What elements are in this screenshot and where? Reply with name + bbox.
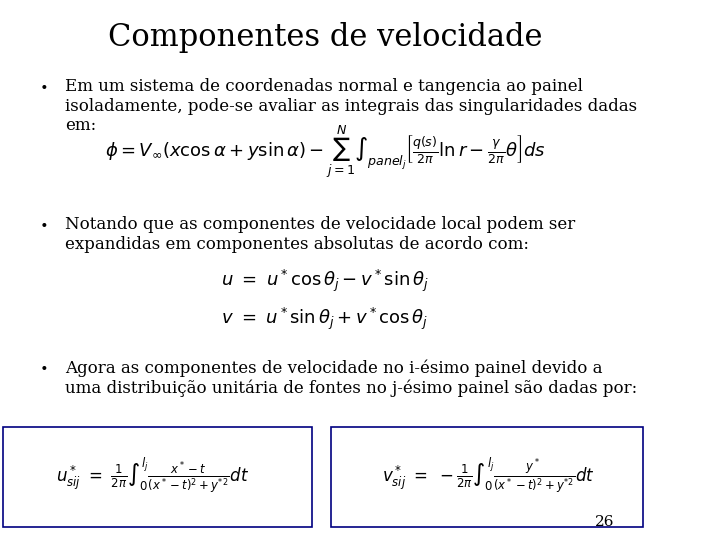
FancyBboxPatch shape [331,427,644,526]
Text: $v \ = \ u^*\sin\theta_j + v^*\cos\theta_j$: $v \ = \ u^*\sin\theta_j + v^*\cos\theta… [222,306,428,332]
Text: $\phi = V_{\infty}(x\cos\alpha + y\sin\alpha) - \sum_{j=1}^{N}\int_{panel_j}\lef: $\phi = V_{\infty}(x\cos\alpha + y\sin\a… [104,123,545,180]
Text: $v^*_{sij} \ = \ -\frac{1}{2\pi}\int_0^{l_j}\frac{y^*}{(x^*-t)^2+y^{*2}}dt$: $v^*_{sij} \ = \ -\frac{1}{2\pi}\int_0^{… [382,456,595,496]
Text: $\bullet$: $\bullet$ [39,359,48,373]
Text: Componentes de velocidade: Componentes de velocidade [108,22,542,52]
Text: $u^*_{sij} \ = \ \frac{1}{2\pi}\int_0^{l_j}\frac{x^*-t}{(x^*-t)^2+y^{*2}}dt$: $u^*_{sij} \ = \ \frac{1}{2\pi}\int_0^{l… [56,456,249,496]
Text: Em um sistema de coordenadas normal e tangencia ao painel
isoladamente, pode-se : Em um sistema de coordenadas normal e ta… [65,78,637,134]
Text: $u \ = \ u^*\cos\theta_j - v^*\sin\theta_j$: $u \ = \ u^*\cos\theta_j - v^*\sin\theta… [221,268,429,294]
Text: $\bullet$: $\bullet$ [39,216,48,230]
Text: 26: 26 [595,515,614,529]
Text: Notando que as componentes de velocidade local podem ser
expandidas em component: Notando que as componentes de velocidade… [65,216,575,253]
FancyBboxPatch shape [4,427,312,526]
Text: Agora as componentes de velocidade no i-ésimo painel devido a
uma distribuição u: Agora as componentes de velocidade no i-… [65,359,637,397]
Text: $\bullet$: $\bullet$ [39,78,48,92]
